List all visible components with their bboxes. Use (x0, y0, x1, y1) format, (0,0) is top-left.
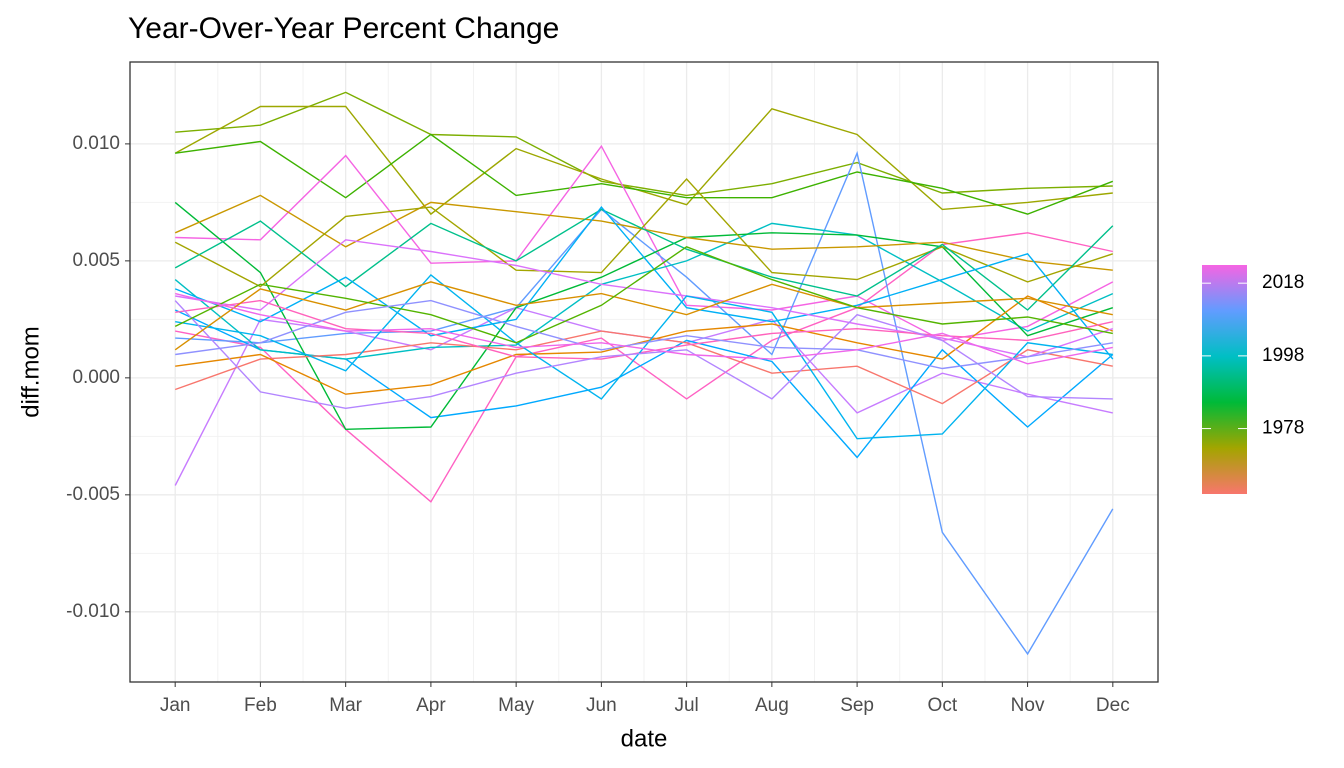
colorbar-label: 1978 (1262, 418, 1304, 439)
y-axis-title: diff.mom (17, 326, 44, 418)
series-line (175, 133, 1114, 215)
series-line (175, 295, 1114, 395)
x-tick-label: Mar (329, 695, 362, 716)
y-tick-label: 0.005 (72, 250, 120, 271)
x-tick-label: Sep (840, 695, 874, 716)
series-line (175, 292, 1113, 365)
series-line (174, 222, 1114, 360)
x-tick-label: Nov (1011, 695, 1045, 716)
series-line (175, 232, 1113, 503)
colorbar-label: 2018 (1262, 272, 1304, 293)
series-line (174, 177, 1114, 288)
y-tick-label: 0.000 (72, 367, 120, 388)
y-tick-label: 0.010 (72, 133, 120, 154)
x-tick-label: May (498, 695, 534, 716)
series-line (174, 105, 1113, 216)
panel-border (129, 61, 1159, 683)
x-tick-label: Aug (755, 695, 789, 716)
x-axis-title: date (621, 725, 668, 752)
x-tick-label: Jul (674, 695, 698, 716)
y-tick-label: -0.010 (66, 601, 120, 622)
series-line (175, 150, 1114, 656)
series-line (174, 281, 1113, 351)
series-line (175, 299, 1113, 370)
chart-title: Year-Over-Year Percent Change (128, 12, 559, 45)
x-tick-label: Feb (244, 695, 277, 716)
x-tick-label: Dec (1096, 695, 1130, 716)
series-line (175, 239, 1114, 358)
x-tick-label: Oct (928, 695, 958, 716)
x-tick-label: Apr (416, 695, 446, 716)
series-line (175, 273, 1113, 440)
series-line (174, 330, 1113, 405)
series-line (174, 205, 1114, 360)
x-tick-label: Jan (160, 695, 191, 716)
x-tick-label: Jun (586, 695, 617, 716)
colorbar-label: 1998 (1262, 345, 1304, 366)
series-line (174, 208, 1114, 311)
colorbar (1202, 265, 1247, 494)
series-line (174, 246, 1113, 344)
series-line (175, 299, 1113, 360)
series-line (174, 300, 1113, 410)
y-tick-label: -0.005 (66, 484, 120, 505)
